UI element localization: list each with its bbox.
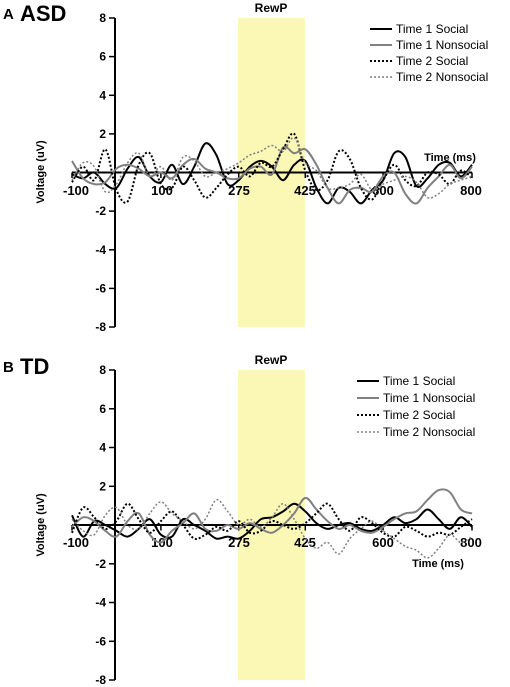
x-axis-label: Time (ms)	[424, 152, 476, 164]
y-tick-label: -8	[95, 320, 106, 334]
x-tick-label: -100	[63, 535, 89, 550]
legend-label: Time 1 Social	[396, 22, 468, 36]
y-tick-label: -2	[95, 557, 106, 571]
x-axis-label: Time (ms)	[412, 558, 464, 570]
y-tick-label: 6	[99, 402, 106, 416]
y-axis-label: Voltage (uV)	[35, 493, 47, 557]
legend-label: Time 2 Nonsocial	[396, 70, 488, 84]
x-tick-label: 600	[372, 535, 394, 550]
panel-letter: B	[3, 359, 14, 376]
series-group	[71, 132, 473, 205]
legend: Time 1 Social Time 1 Nonsocial Time 2 So…	[357, 374, 475, 439]
y-tick-label: 2	[99, 127, 106, 141]
series-line-4	[71, 136, 473, 199]
series-line-1	[71, 502, 473, 540]
x-tick-label: 425	[294, 535, 316, 550]
y-tick-label: 8	[99, 11, 106, 25]
y-tick-label: -6	[95, 281, 106, 295]
panel-a: RewP A ASD 8 6 4 2 -2 -4 -6 -8 -100 100 …	[3, 1, 488, 334]
y-axis-label: Voltage (uV)	[35, 140, 47, 204]
series-line-4	[71, 499, 473, 559]
series-line-3	[71, 502, 473, 540]
x-tick-label: 800	[460, 183, 482, 198]
series-line-1	[71, 142, 473, 205]
legend: Time 1 Social Time 1 Nonsocial Time 2 So…	[370, 22, 488, 84]
y-tick-label: 4	[99, 441, 106, 455]
x-tick-label: 275	[228, 183, 250, 198]
panel-title: TD	[20, 354, 49, 379]
y-tick-label: -2	[95, 204, 106, 218]
legend-label: Time 2 Nonsocial	[383, 425, 475, 439]
x-tick-label: 425	[294, 183, 316, 198]
y-tick-label: -8	[95, 673, 106, 687]
panel-title: ASD	[20, 1, 66, 26]
rewp-label: RewP	[255, 1, 288, 15]
panel-letter: A	[3, 6, 14, 23]
rewp-label: RewP	[255, 353, 288, 367]
x-tick-label: -100	[63, 183, 89, 198]
x-tick-label: 800	[460, 535, 482, 550]
series-line-2	[71, 145, 473, 205]
legend-label: Time 2 Social	[396, 54, 468, 68]
legend-label: Time 1 Social	[383, 374, 455, 388]
y-tick-label: -6	[95, 634, 106, 648]
legend-label: Time 1 Nonsocial	[396, 38, 488, 52]
y-tick-label: 4	[99, 88, 106, 102]
y-tick-label: -4	[95, 243, 106, 257]
y-tick-label: -4	[95, 596, 106, 610]
panel-b: RewP B TD 8 6 4 2 -2 -4 -6 -8 -100 100 2…	[3, 353, 482, 687]
legend-label: Time 1 Nonsocial	[383, 391, 475, 405]
x-tick-label: 100	[151, 183, 173, 198]
series-line-3	[71, 132, 473, 204]
series-group	[71, 488, 473, 559]
legend-label: Time 2 Social	[383, 408, 455, 422]
y-tick-label: 2	[99, 479, 106, 493]
y-tick-label: 6	[99, 50, 106, 64]
series-line-2	[71, 488, 473, 544]
y-tick-label: 8	[99, 363, 106, 377]
